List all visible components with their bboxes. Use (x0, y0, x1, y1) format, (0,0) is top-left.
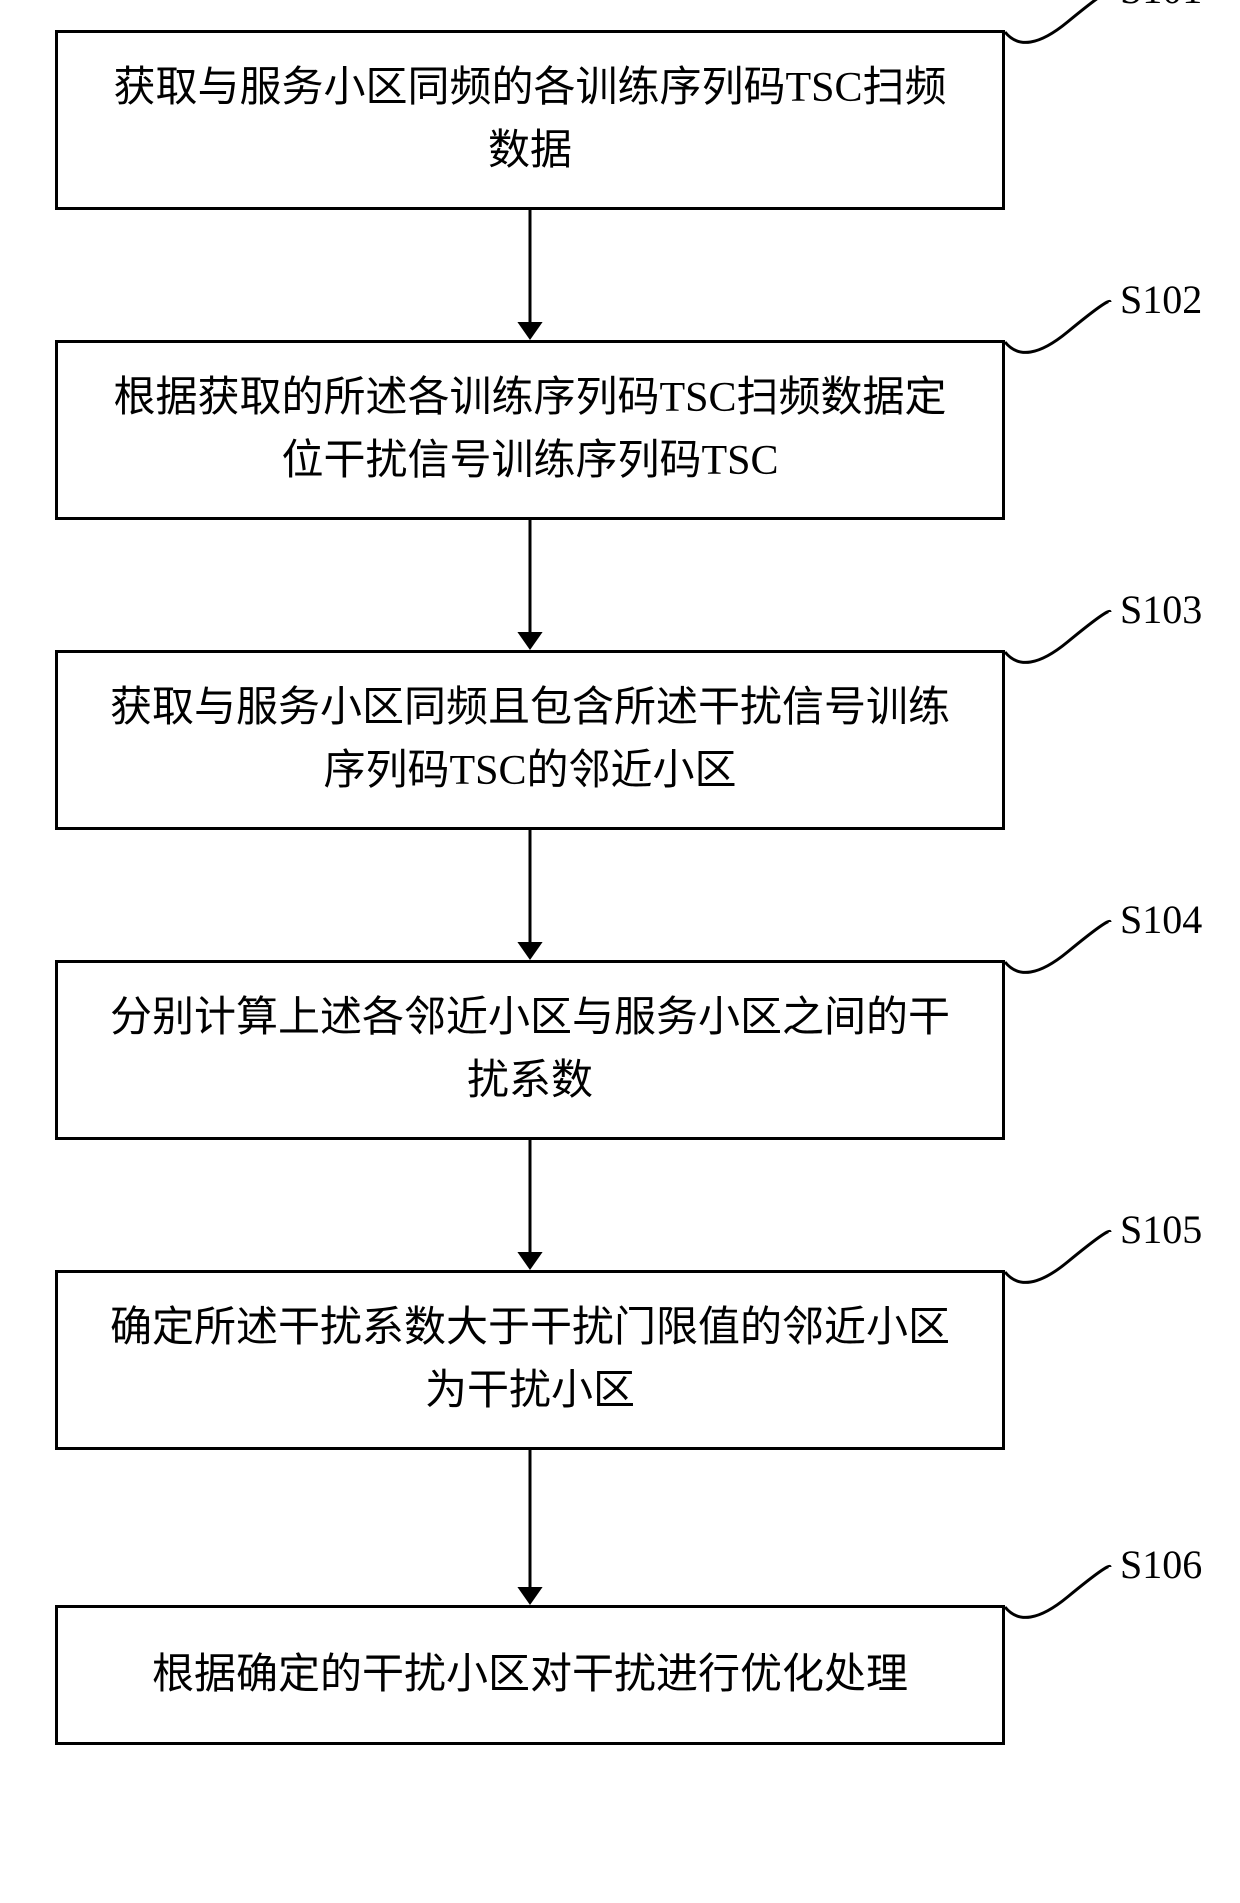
step-label-S106: S106 (1120, 1541, 1202, 1588)
callout-S106 (0, 0, 1240, 1903)
